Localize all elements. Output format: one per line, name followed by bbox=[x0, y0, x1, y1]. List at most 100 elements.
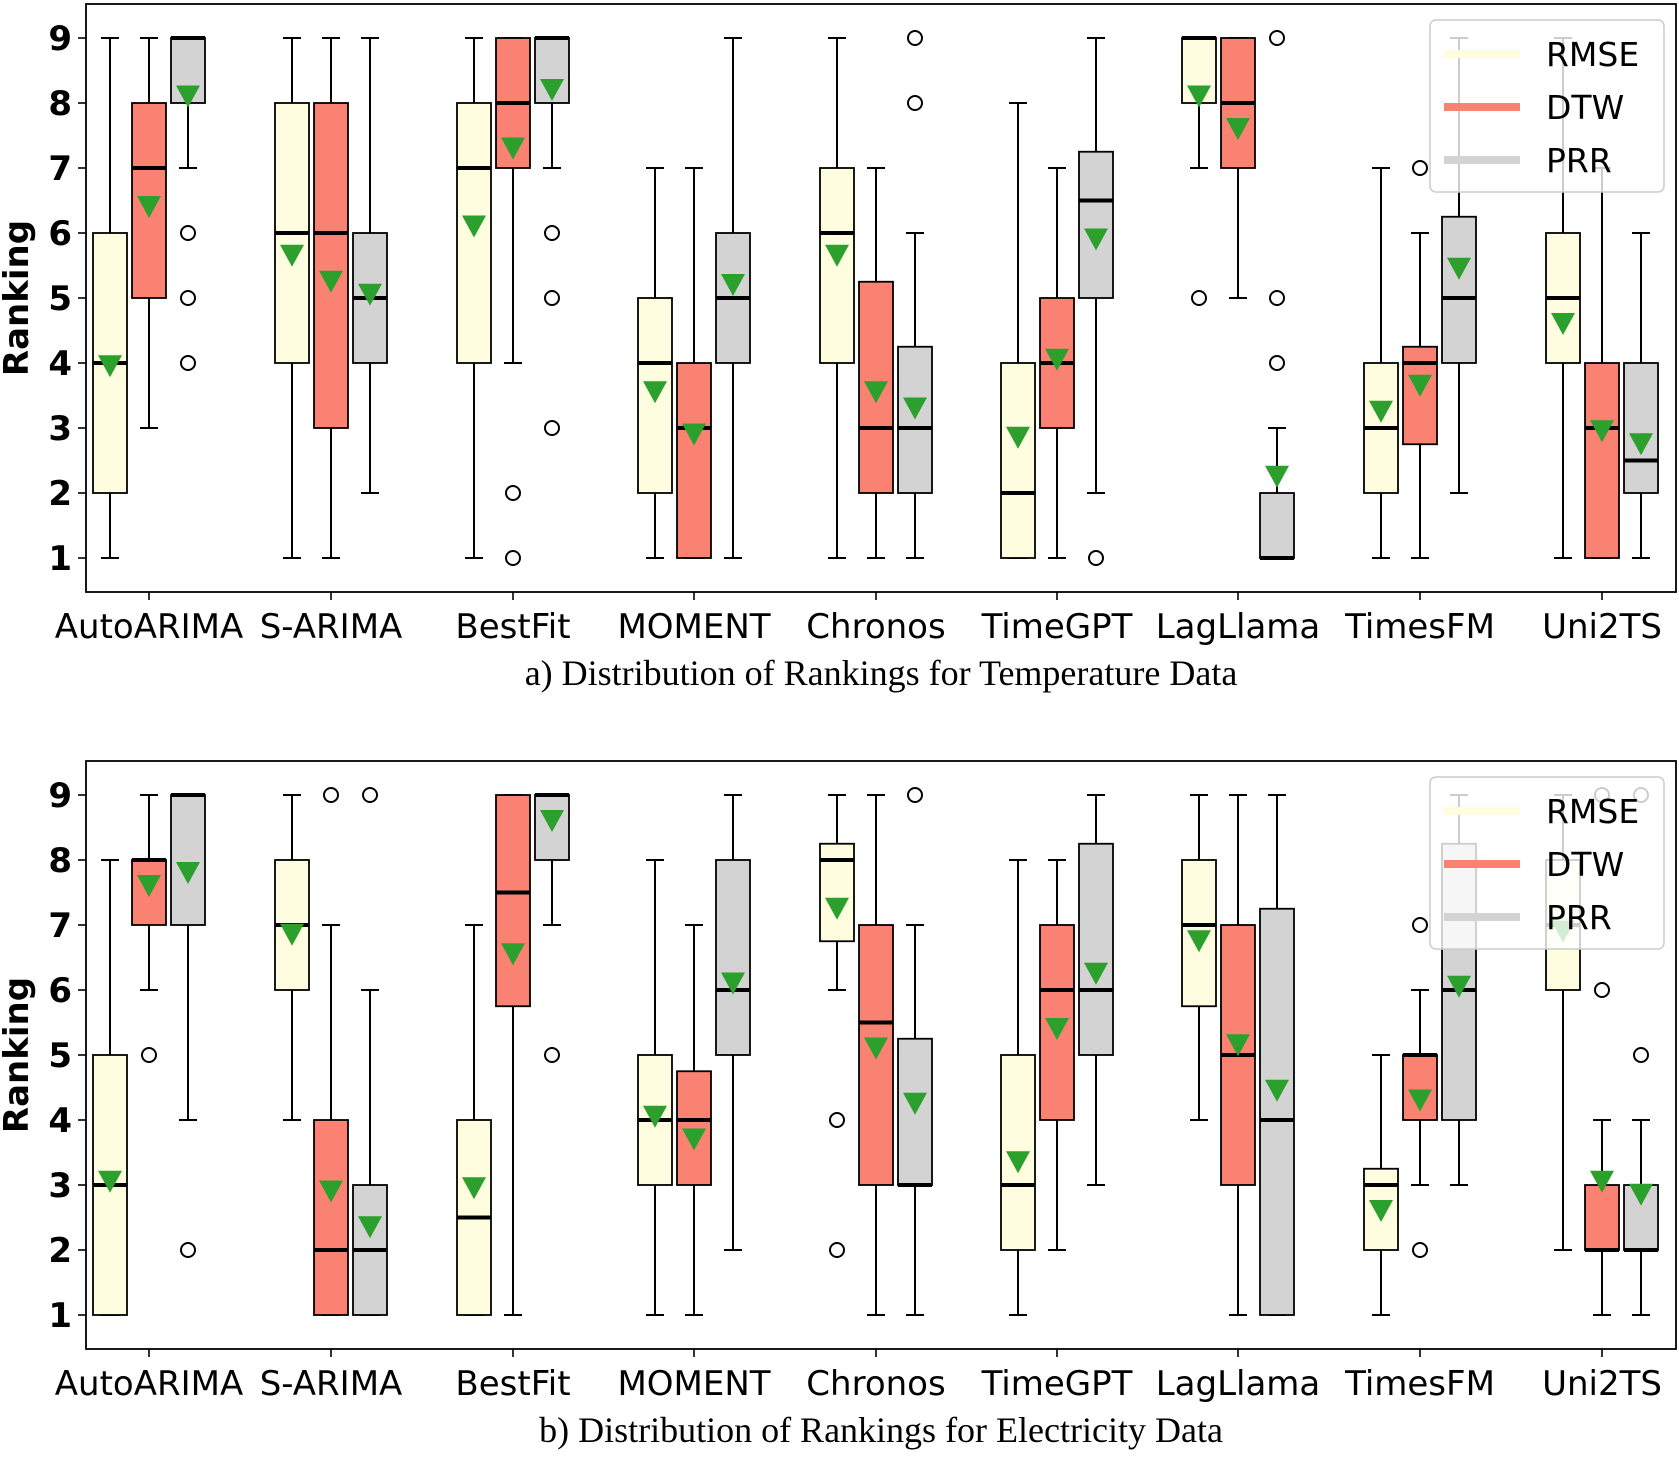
mean-marker bbox=[1590, 1170, 1614, 1193]
mean-marker bbox=[98, 1170, 122, 1193]
box-autoarima-prr bbox=[170, 36, 206, 371]
outlier-point bbox=[505, 485, 521, 501]
x-tick-label-moment: MOMENT bbox=[617, 607, 770, 647]
y-tick-label: 5 bbox=[48, 279, 72, 319]
box-chronos-dtw bbox=[858, 794, 894, 1316]
y-tick-label: 3 bbox=[48, 1166, 72, 1206]
x-tick-label-bestfit: BestFit bbox=[455, 1364, 570, 1404]
outlier-point bbox=[544, 1047, 560, 1063]
box-chronos-dtw bbox=[858, 167, 894, 559]
box-chronos-rmse bbox=[819, 794, 855, 1258]
box-s-arima-prr bbox=[352, 787, 388, 1316]
box-moment-prr bbox=[715, 37, 751, 559]
plot-frame bbox=[85, 3, 1677, 593]
mean-marker bbox=[682, 423, 706, 446]
x-tick-label-timegpt: TimeGPT bbox=[981, 1364, 1133, 1404]
outlier-point bbox=[907, 95, 923, 111]
box-uni2ts-dtw bbox=[1584, 787, 1620, 1316]
mean-marker bbox=[1590, 420, 1614, 443]
box-bestfit-rmse bbox=[456, 37, 492, 559]
mean-marker bbox=[1084, 962, 1108, 985]
mean-marker bbox=[1408, 374, 1432, 397]
mean-marker bbox=[501, 943, 525, 966]
iqr-box bbox=[1259, 492, 1295, 559]
chart-caption: b) Distribution of Rankings for Electric… bbox=[539, 1410, 1223, 1450]
y-tick-label: 9 bbox=[48, 776, 72, 816]
y-tick-label: 4 bbox=[48, 1101, 72, 1141]
x-tick-label-timesfm: TimesFM bbox=[1344, 607, 1495, 647]
x-tick-label-lagllama: LagLlama bbox=[1156, 607, 1321, 647]
box-lagllama-dtw bbox=[1220, 37, 1256, 299]
box-lagllama-dtw bbox=[1220, 794, 1256, 1316]
iqr-box bbox=[313, 1119, 349, 1316]
iqr-box bbox=[1584, 1184, 1620, 1251]
x-tick-label-timegpt: TimeGPT bbox=[981, 607, 1133, 647]
iqr-box bbox=[1000, 362, 1036, 559]
mean-marker bbox=[1447, 257, 1471, 280]
mean-marker bbox=[1265, 465, 1289, 488]
box-timesfm-prr bbox=[1441, 37, 1477, 494]
y-tick-label: 4 bbox=[48, 344, 72, 384]
box-autoarima-dtw bbox=[131, 794, 167, 1063]
box-timesfm-rmse bbox=[1363, 1054, 1399, 1316]
box-s-arima-rmse bbox=[274, 37, 310, 559]
mean-marker bbox=[1226, 1034, 1250, 1057]
mean-marker bbox=[1045, 348, 1069, 371]
x-tick-label-moment: MOMENT bbox=[617, 1364, 770, 1404]
mean-marker bbox=[462, 215, 486, 238]
outlier-point bbox=[544, 225, 560, 241]
legend-label-prr: PRR bbox=[1546, 141, 1612, 180]
mean-marker bbox=[721, 274, 745, 296]
outlier-point bbox=[180, 355, 196, 371]
mean-marker bbox=[1369, 400, 1393, 423]
mean-marker bbox=[1265, 1079, 1289, 1102]
mean-marker bbox=[176, 862, 200, 884]
box-s-arima-dtw bbox=[313, 37, 349, 559]
box-autoarima-rmse bbox=[92, 859, 128, 1316]
mean-marker bbox=[540, 810, 564, 832]
outlier-point bbox=[1412, 1242, 1428, 1258]
box-lagllama-prr bbox=[1259, 30, 1295, 560]
iqr-box bbox=[1623, 362, 1659, 494]
outlier-point bbox=[1594, 982, 1610, 998]
outlier-point bbox=[362, 787, 378, 803]
box-bestfit-rmse bbox=[456, 924, 492, 1316]
mean-marker bbox=[1629, 433, 1653, 456]
x-tick-label-bestfit: BestFit bbox=[455, 607, 570, 647]
mean-marker bbox=[1447, 975, 1471, 998]
box-s-arima-dtw bbox=[313, 787, 349, 1316]
mean-marker bbox=[540, 79, 564, 101]
iqr-box bbox=[313, 102, 349, 429]
outlier-point bbox=[1088, 550, 1104, 566]
mean-marker bbox=[319, 270, 343, 293]
box-autoarima-prr bbox=[170, 793, 206, 1258]
mean-marker bbox=[825, 244, 849, 267]
outlier-point bbox=[544, 290, 560, 306]
mean-marker bbox=[864, 381, 888, 404]
mean-marker bbox=[137, 196, 161, 218]
y-tick-label: 2 bbox=[48, 474, 72, 514]
outlier-point bbox=[1191, 290, 1207, 306]
mean-marker bbox=[721, 972, 745, 995]
outlier-point bbox=[323, 787, 339, 803]
iqr-box bbox=[1259, 907, 1295, 1316]
y-tick-label: 8 bbox=[48, 84, 72, 124]
mean-marker bbox=[176, 85, 200, 108]
outlier-point bbox=[829, 1112, 845, 1128]
iqr-box bbox=[495, 794, 531, 1008]
box-timegpt-dtw bbox=[1039, 859, 1075, 1251]
x-tick-label-s-arima: S-ARIMA bbox=[260, 607, 403, 647]
chart-panel-1: 1 2 3 4 5 6 7 8 9 Ranking AutoARIMA S-ARIMA BestFit M… bbox=[0, 3, 1677, 693]
legend-frame bbox=[1429, 776, 1665, 950]
mean-marker bbox=[137, 875, 161, 897]
x-tick-label-s-arima: S-ARIMA bbox=[260, 1364, 403, 1404]
outlier-point bbox=[1269, 30, 1285, 46]
outlier-point bbox=[544, 420, 560, 436]
box-timegpt-rmse bbox=[1000, 102, 1036, 559]
box-moment-rmse bbox=[637, 167, 673, 559]
y-axis-label: Ranking bbox=[0, 977, 37, 1133]
outlier-point bbox=[180, 1242, 196, 1258]
box-timegpt-dtw bbox=[1039, 167, 1075, 559]
outlier-point bbox=[141, 1047, 157, 1063]
